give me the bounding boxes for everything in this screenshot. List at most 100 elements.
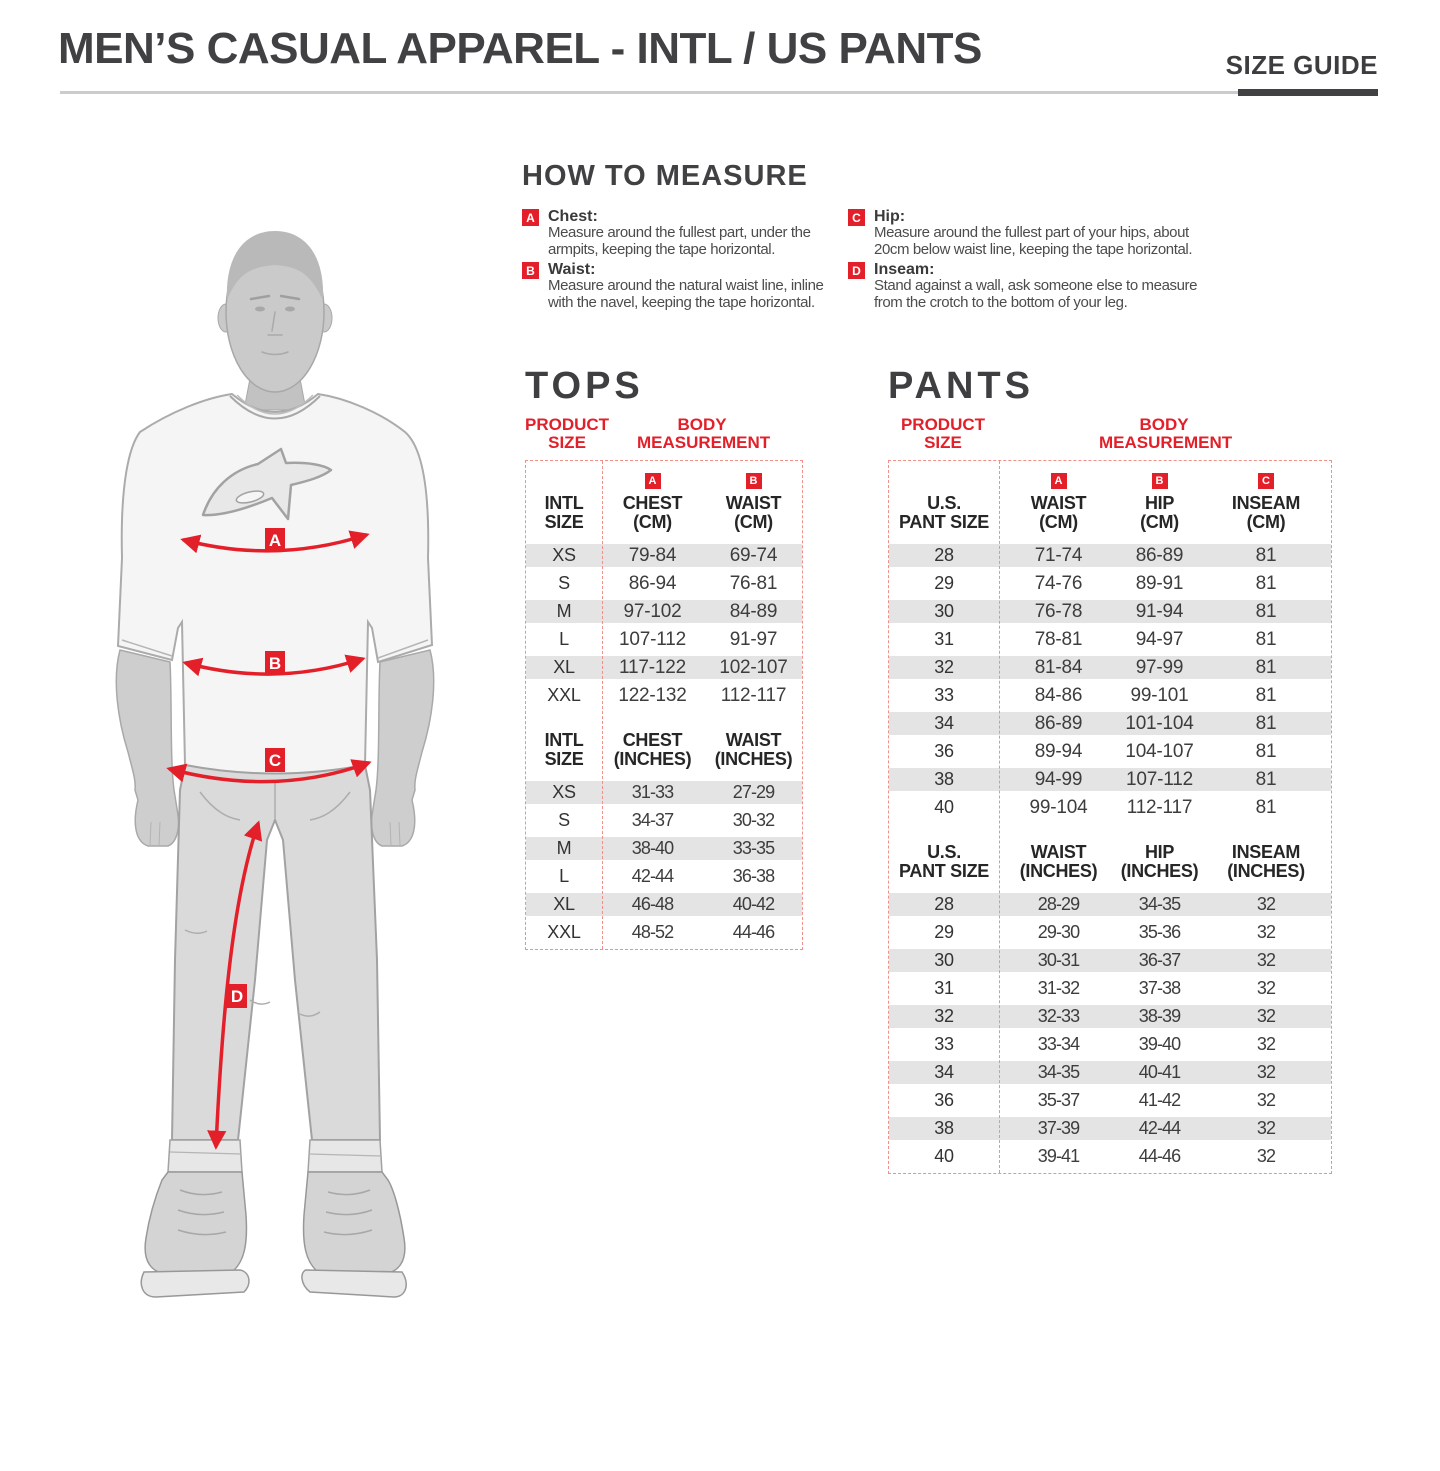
table-cell: 94-99 <box>1034 768 1083 790</box>
table-cell: 104-107 <box>1125 740 1194 762</box>
table-row: 29 29-30 35-36 32 <box>889 921 1331 944</box>
column-header-line: CHEST <box>622 730 683 750</box>
table-row: 30 76-78 91-94 81 <box>889 600 1331 623</box>
tops-cm-header-row: INTL SIZE A CHEST (CM) B WAIST (CM) <box>526 461 802 539</box>
table-row: 30 30-31 36-37 32 <box>889 949 1331 972</box>
table-cell: 32 <box>934 657 954 677</box>
table-row: XXL 48-52 44-46 <box>526 921 802 944</box>
column-header-line: SIZE <box>544 749 584 769</box>
table-cell: 91-94 <box>1135 600 1184 622</box>
column-header: A WAIST (CM) <box>999 461 1118 539</box>
waist-badge: B <box>269 654 281 673</box>
table-cell: 112-117 <box>1126 796 1193 818</box>
measure-label: Hip: <box>874 208 906 225</box>
table-cell: 44-46 <box>732 922 775 942</box>
body-measurement-label: BODY MEASUREMENT <box>637 415 771 452</box>
table-cell: S <box>558 810 570 830</box>
page-title: MEN’S CASUAL APPAREL - INTL / US PANTS <box>58 24 982 73</box>
table-row: 28 71-74 86-89 81 <box>889 544 1331 567</box>
hip-badge: C <box>269 751 281 770</box>
product-size-label: PRODUCT SIZE <box>525 415 610 452</box>
table-cell: 76-81 <box>729 572 778 594</box>
tops-title: TOPS <box>525 365 644 407</box>
table-row: XS 79-84 69-74 <box>526 544 802 567</box>
how-to-measure-column-right: C Hip: Measure around the fullest part o… <box>848 208 1202 314</box>
column-header: WAIST (INCHES) <box>703 712 804 776</box>
table-cell: 69-74 <box>729 544 778 566</box>
table-row: 36 89-94 104-107 81 <box>889 740 1331 763</box>
column-header-line: HIP <box>1144 842 1175 862</box>
badge-spacer <box>936 473 952 489</box>
table-row: 34 86-89 101-104 81 <box>889 712 1331 735</box>
table-cell: 42-44 <box>1138 1118 1181 1138</box>
table-cell: L <box>559 866 569 886</box>
table-cell: 81-84 <box>1034 656 1083 678</box>
column-header-line: INTL <box>544 493 584 513</box>
table-row: XS 31-33 27-29 <box>526 781 802 804</box>
table-cell: XXL <box>547 922 581 942</box>
table-row: XL 46-48 40-42 <box>526 893 802 916</box>
table-row: 31 31-32 37-38 32 <box>889 977 1331 1000</box>
table-column-divider <box>999 461 1000 1173</box>
table-cell: 81 <box>1255 544 1277 566</box>
chest-badge: A <box>269 531 281 550</box>
table-cell: 32 <box>1256 1090 1276 1110</box>
table-cell: 81 <box>1255 712 1277 734</box>
measure-letter-badge: A <box>644 473 661 489</box>
column-header: INSEAM (INCHES) <box>1201 824 1331 888</box>
figure-head <box>217 231 333 411</box>
table-row: 38 37-39 42-44 32 <box>889 1117 1331 1140</box>
table-cell: 33-34 <box>1037 1034 1080 1054</box>
badge-spacer <box>556 473 572 489</box>
how-to-measure-title: HOW TO MEASURE <box>522 160 808 192</box>
column-header-line: U.S. <box>927 842 961 862</box>
measure-letter-badge: B <box>745 473 762 489</box>
measure-text: Stand against a wall, ask someone else t… <box>874 277 1198 311</box>
table-row: 33 84-86 99-101 81 <box>889 684 1331 707</box>
table-cell: 40-41 <box>1138 1062 1181 1082</box>
inseam-badge: D <box>231 987 243 1006</box>
table-cell: 33-35 <box>732 838 775 858</box>
table-row: 33 33-34 39-40 32 <box>889 1033 1331 1056</box>
how-to-measure-column-left: A Chest: Measure around the fullest part… <box>522 208 848 314</box>
measure-letter-badge: D <box>848 262 865 279</box>
table-cell: 36 <box>934 1090 954 1110</box>
column-header-line: PANT SIZE <box>899 512 989 532</box>
body-measurement-label: BODY MEASUREMENT <box>1099 415 1233 452</box>
table-cell: 32 <box>934 1006 954 1026</box>
table-row: 40 99-104 112-117 81 <box>889 796 1331 819</box>
table-cell: 36-38 <box>732 866 775 886</box>
table-cell: 28-29 <box>1037 894 1080 914</box>
table-cell: 42-44 <box>631 866 674 886</box>
column-header: WAIST (INCHES) <box>999 824 1118 888</box>
table-row: 36 35-37 41-42 32 <box>889 1089 1331 1112</box>
table-row: 28 28-29 34-35 32 <box>889 893 1331 916</box>
table-cell: 30-32 <box>732 810 775 830</box>
table-row: L 107-112 91-97 <box>526 628 802 651</box>
table-cell: 31 <box>934 629 954 649</box>
table-cell: 44-46 <box>1138 1146 1181 1166</box>
column-header: B HIP (CM) <box>1118 461 1201 539</box>
measure-letter-badge: C <box>848 209 865 226</box>
hip-arrow <box>166 759 372 784</box>
header-divider-accent <box>1238 89 1378 96</box>
measure-letter-badge: C <box>1258 473 1274 489</box>
header-divider <box>60 89 1378 96</box>
table-cell: 41-42 <box>1138 1090 1181 1110</box>
table-row: 29 74-76 89-91 81 <box>889 572 1331 595</box>
column-header-line: WAIST <box>725 730 782 750</box>
column-header: B WAIST (CM) <box>703 461 804 539</box>
table-cell: M <box>556 601 572 621</box>
table-cell: 28 <box>934 894 954 914</box>
table-cell: 29 <box>934 922 954 942</box>
table-cell: 31 <box>934 978 954 998</box>
table-cell: 32 <box>1256 1118 1276 1138</box>
tops-cm-rows: XS 79-84 69-74 S 86-94 76-81 M 97-102 84-89 L 107-… <box>526 544 802 707</box>
table-cell: 89-91 <box>1135 572 1184 594</box>
table-cell: 99-104 <box>1029 796 1088 818</box>
table-row: S 34-37 30-32 <box>526 809 802 832</box>
measure-label: Inseam: <box>874 261 935 278</box>
column-header-line: (INCHES) <box>1227 861 1305 881</box>
pants-inches-header-row: U.S. PANT SIZE WAIST (INCHES) HIP (INCHES) INS… <box>889 824 1331 888</box>
